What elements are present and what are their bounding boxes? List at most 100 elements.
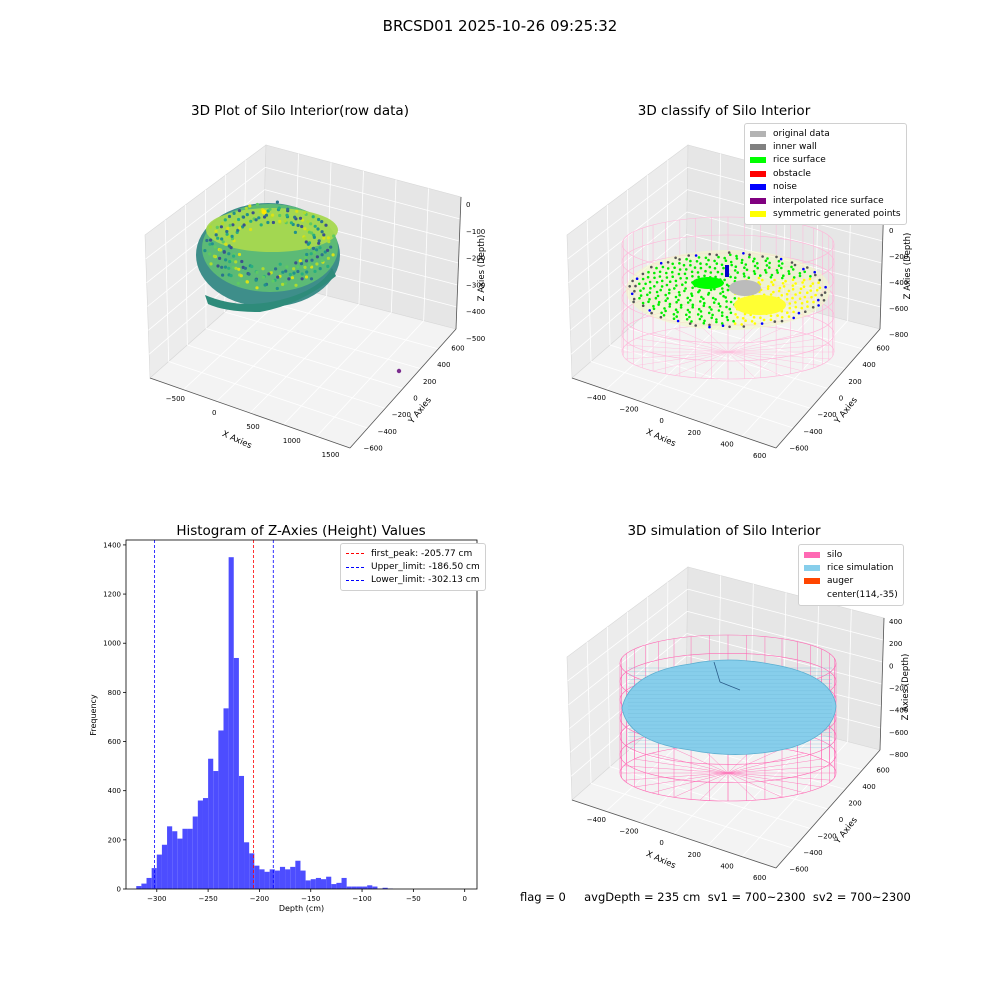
p1-point	[313, 224, 317, 228]
p2-point	[690, 320, 693, 323]
p2-legend-swatch	[750, 157, 766, 164]
histogram-bar	[197, 800, 203, 889]
p2-legend-item: original data	[750, 127, 901, 140]
p2-point	[794, 282, 797, 285]
p1-point	[326, 248, 330, 252]
p2-point	[644, 282, 647, 286]
p2-legend-label: noise	[773, 182, 797, 193]
p2-point	[705, 263, 708, 266]
p2-point	[660, 285, 664, 288]
histogram-bar	[182, 828, 188, 889]
p1-z-tick: −400	[466, 308, 485, 316]
p2-point	[806, 266, 809, 269]
panel-2-legend: original data inner wall rice surface obsta…	[744, 123, 907, 225]
p2-point	[792, 316, 795, 320]
p2-point	[822, 299, 826, 302]
histogram-bar	[367, 885, 373, 889]
p4-legend-label: rice simulation	[827, 563, 894, 574]
p2-point	[634, 284, 637, 288]
p1-point	[278, 262, 282, 266]
p2-point	[689, 259, 692, 263]
p2-point	[703, 301, 706, 305]
p2-point	[707, 293, 710, 296]
p4-legend-swatch	[804, 578, 820, 585]
p2-point	[729, 253, 732, 257]
p1-point	[292, 271, 296, 275]
p2-point	[663, 307, 666, 310]
p2-point	[759, 274, 762, 277]
p2-point	[641, 272, 645, 276]
histogram-bar	[254, 865, 260, 889]
p1-point	[295, 209, 299, 213]
histogram-y-tick: 600	[108, 738, 121, 746]
p2-y-tick: −600	[789, 445, 808, 453]
p1-point	[309, 222, 313, 226]
p2-point	[709, 271, 713, 274]
p2-point	[785, 292, 789, 296]
p1-point	[271, 220, 275, 225]
p2-silo-floor-spoke	[625, 344, 729, 353]
p4-silo-floor-spoke	[727, 772, 805, 793]
p1-z-tick: −200	[466, 255, 485, 263]
p2-point	[809, 275, 812, 278]
p2-point	[647, 270, 650, 274]
p2-point	[742, 325, 746, 328]
p2-point	[641, 277, 645, 281]
figure-title: BRCSD01 2025-10-26 09:25:32	[382, 17, 618, 35]
p1-point	[223, 265, 228, 269]
p2-point	[798, 297, 802, 301]
p1-point	[261, 209, 267, 215]
p2-point	[709, 288, 713, 292]
p4-z-tick: −600	[889, 729, 908, 737]
p2-point	[728, 307, 732, 311]
p2-point	[776, 314, 779, 317]
p2-point	[659, 288, 662, 292]
p2-point	[679, 277, 682, 280]
p2-legend-item: symmetric generated points	[750, 207, 901, 220]
p1-point	[226, 226, 230, 231]
p1-point	[271, 279, 275, 283]
histogram-bar	[228, 557, 234, 889]
p1-point	[214, 233, 218, 237]
histogram-x-tick: −100	[352, 895, 371, 903]
p1-point	[245, 280, 249, 284]
p1-point	[313, 269, 317, 273]
p2-point	[742, 272, 746, 276]
p1-point	[281, 270, 285, 274]
p1-point	[320, 259, 324, 263]
p1-point	[245, 213, 249, 217]
p2-point	[784, 279, 787, 283]
p1-point	[225, 229, 229, 234]
p2-point	[753, 272, 757, 276]
p2-point	[659, 261, 663, 265]
p1-point	[300, 272, 304, 276]
p2-point	[678, 262, 681, 265]
p1-point	[317, 239, 321, 243]
p1-point	[275, 200, 279, 204]
p2-point	[676, 310, 679, 314]
p2-point	[740, 261, 744, 265]
p2-point	[689, 263, 692, 267]
p1-point	[234, 260, 238, 264]
p1-x-tick: 500	[246, 423, 259, 431]
p2-point	[787, 272, 791, 276]
p2-point	[761, 278, 764, 282]
p4-legend-item: rice simulation	[804, 561, 898, 574]
p2-point	[672, 313, 676, 316]
p2-point	[740, 323, 743, 326]
p2-point	[735, 254, 738, 258]
p2-point	[786, 311, 789, 315]
p2-point	[630, 292, 634, 296]
p2-z-tick: 0	[889, 227, 893, 235]
p2-point	[688, 315, 691, 319]
p2-point	[647, 300, 650, 304]
p2-point	[664, 299, 667, 303]
panel-1-title: 3D Plot of Silo Interior(row data)	[191, 103, 409, 119]
p2-point	[787, 315, 791, 318]
p1-point	[233, 220, 237, 224]
p1-point	[311, 246, 316, 250]
p1-point	[229, 274, 233, 278]
p1-point	[298, 259, 302, 263]
